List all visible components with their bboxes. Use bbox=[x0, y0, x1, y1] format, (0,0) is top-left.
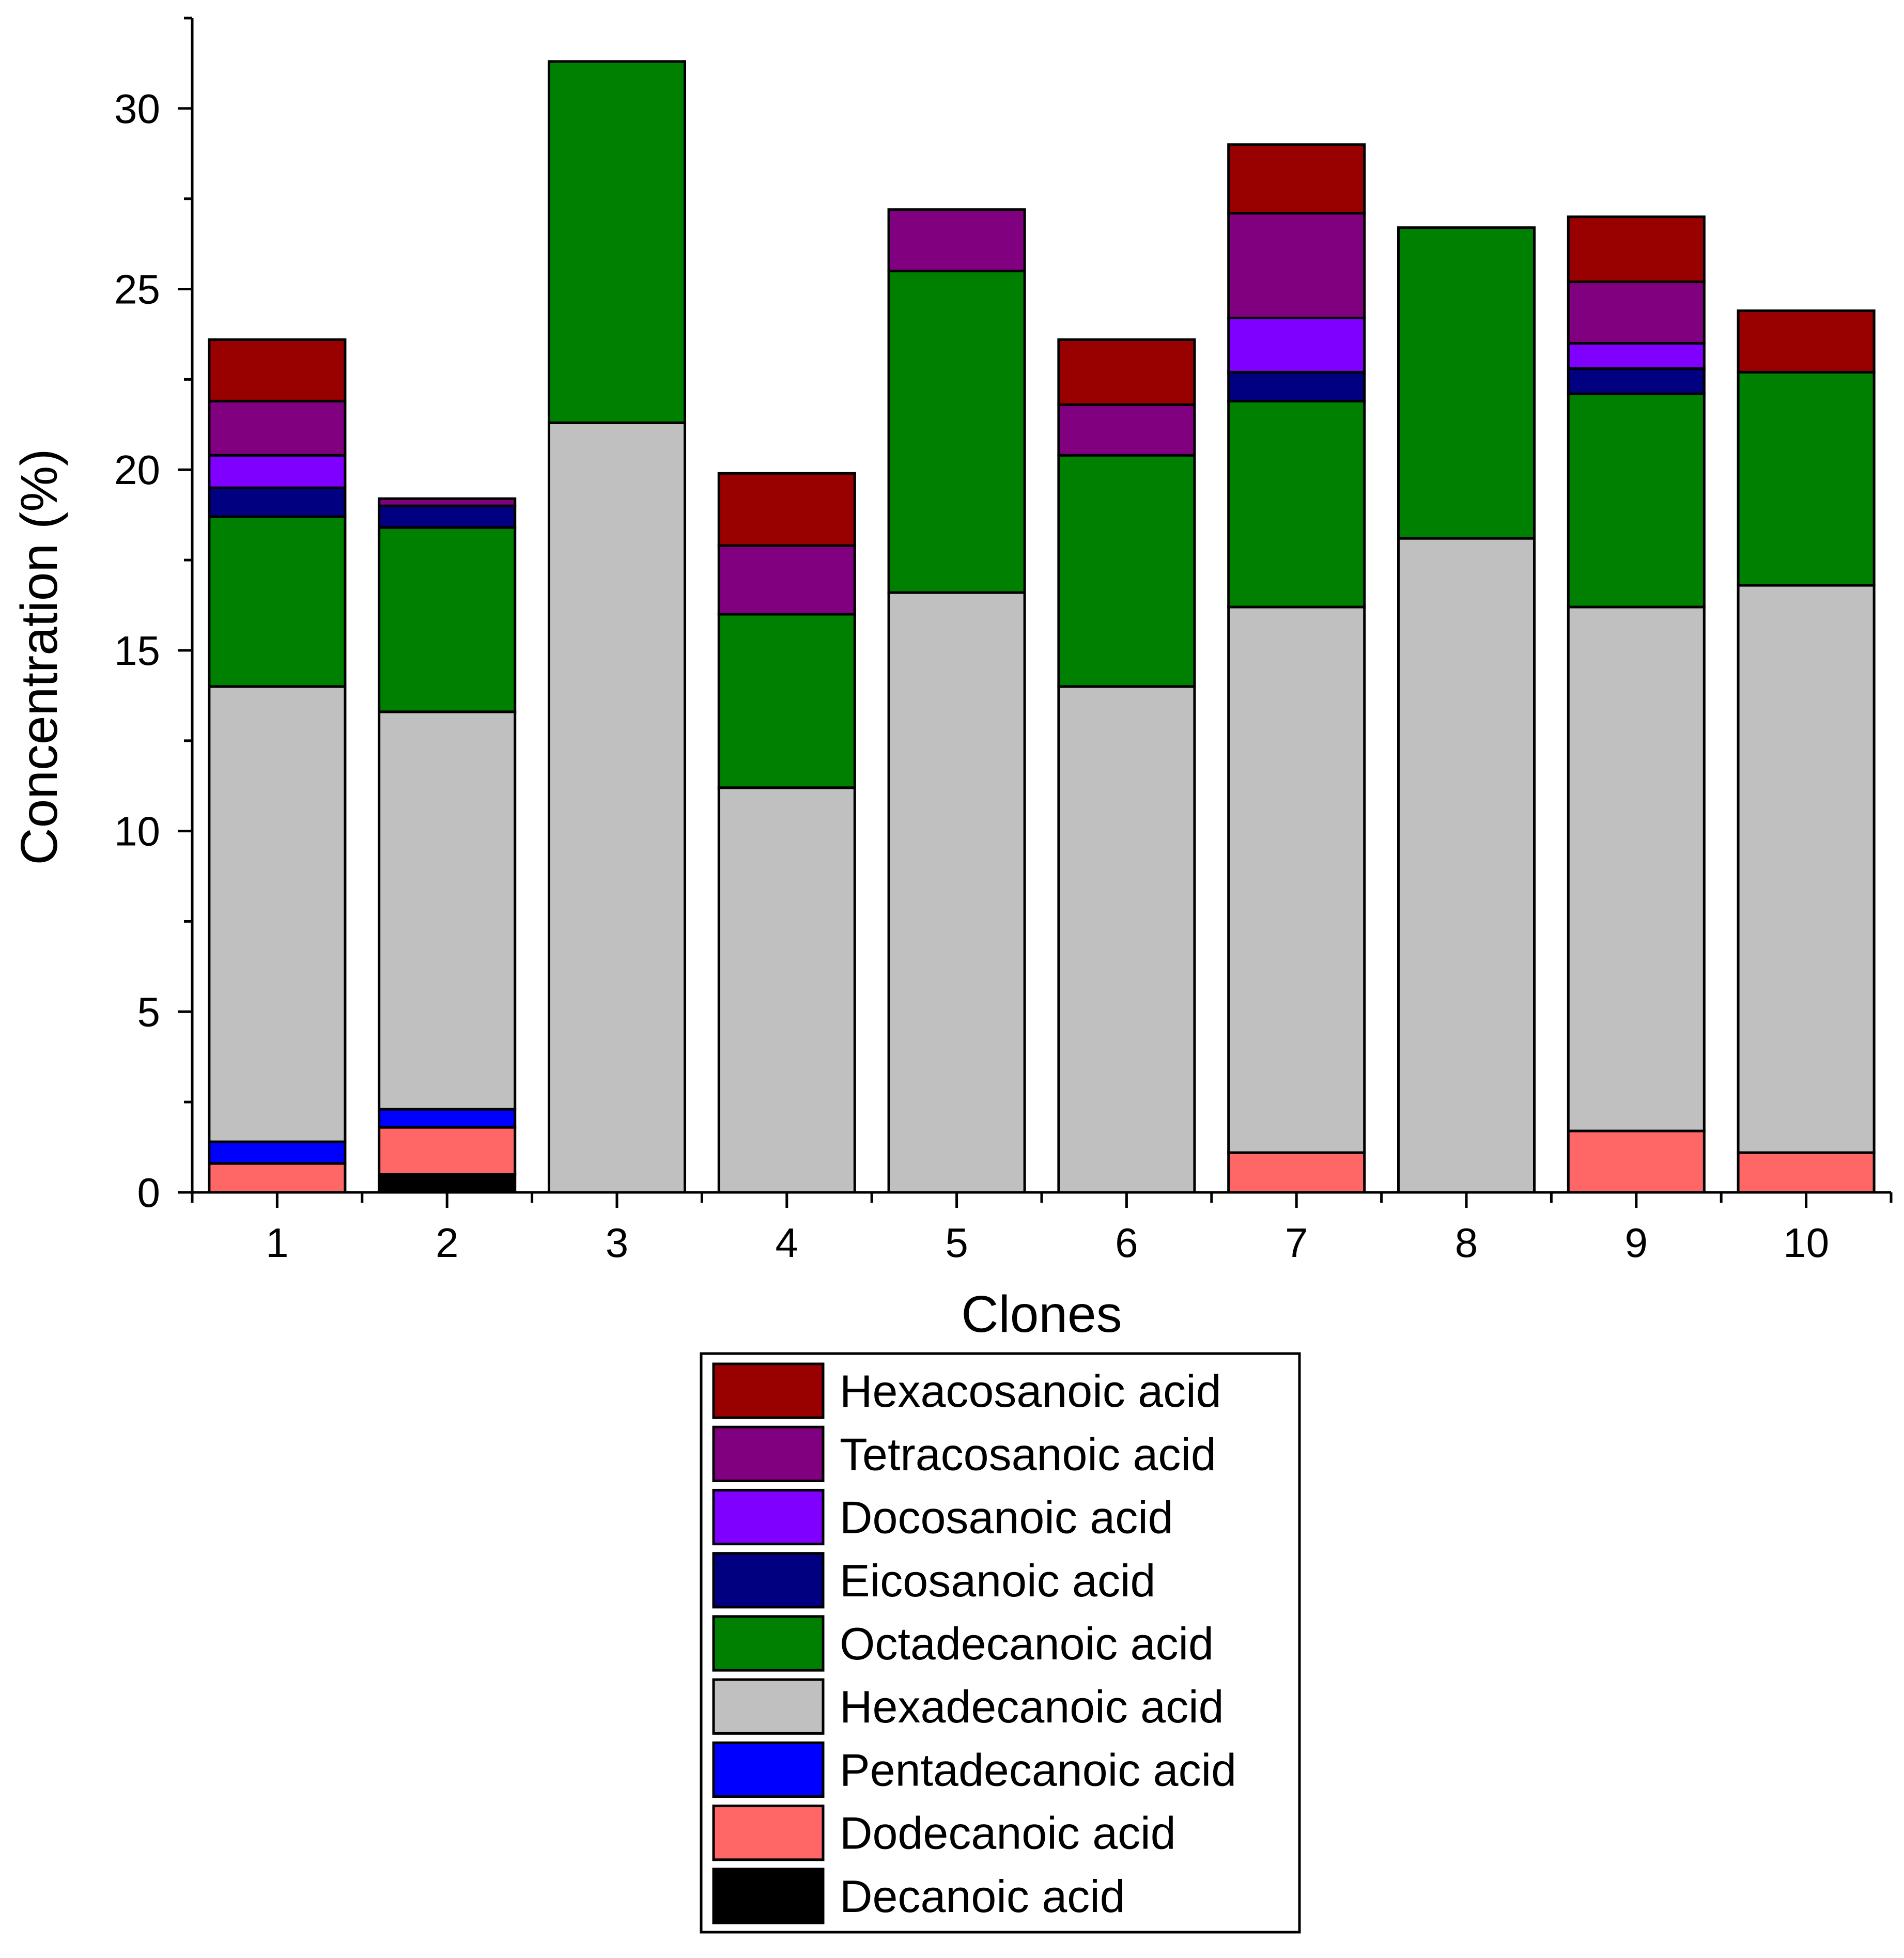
bar-segment-docosanoic-acid-clone-7 bbox=[1227, 316, 1366, 374]
x-tick-label: 8 bbox=[1455, 1220, 1478, 1266]
bar-segment-eicosanoic-acid-clone-1 bbox=[208, 486, 347, 518]
bar-segment-hexacosanoic-acid-clone-10 bbox=[1737, 309, 1876, 374]
x-tick-label: 7 bbox=[1285, 1220, 1308, 1266]
bar-segment-octadecanoic-acid-clone-2 bbox=[378, 526, 517, 713]
legend-swatch bbox=[712, 1552, 825, 1609]
bar-segment-eicosanoic-acid-clone-9 bbox=[1567, 367, 1706, 395]
bar-segment-octadecanoic-acid-clone-5 bbox=[887, 270, 1026, 594]
bar-segment-tetracosanoic-acid-clone-5 bbox=[887, 208, 1026, 273]
bar-segment-octadecanoic-acid-clone-8 bbox=[1397, 226, 1536, 540]
plot-area bbox=[208, 60, 1876, 1194]
x-tick-label: 3 bbox=[606, 1220, 629, 1266]
legend-label: Docosanoic acid bbox=[840, 1492, 1173, 1543]
bar-segment-hexacosanoic-acid-clone-9 bbox=[1567, 215, 1706, 284]
bar-segment-eicosanoic-acid-clone-2 bbox=[378, 504, 517, 529]
legend-swatch bbox=[712, 1805, 825, 1861]
bar-segment-dodecanoic-acid-clone-7 bbox=[1227, 1151, 1366, 1194]
bar-segment-octadecanoic-acid-clone-7 bbox=[1227, 399, 1366, 609]
bar-segment-hexadecanoic-acid-clone-8 bbox=[1397, 537, 1536, 1194]
x-tick-label: 4 bbox=[776, 1220, 799, 1266]
legend-swatch bbox=[712, 1741, 825, 1798]
legend: Hexacosanoic acid Tetracosanoic acid Docos… bbox=[700, 1352, 1301, 1934]
bar-segment-hexadecanoic-acid-clone-3 bbox=[547, 421, 687, 1194]
bar-segment-dodecanoic-acid-clone-1 bbox=[208, 1162, 347, 1194]
legend-label: Pentadecanoic acid bbox=[840, 1744, 1236, 1795]
legend-swatch bbox=[712, 1615, 825, 1672]
bar-segment-hexacosanoic-acid-clone-4 bbox=[717, 472, 856, 547]
bar-segment-octadecanoic-acid-clone-3 bbox=[547, 60, 687, 424]
x-tick-label: 5 bbox=[945, 1220, 968, 1266]
bar-segment-hexadecanoic-acid-clone-1 bbox=[208, 685, 347, 1143]
bar-segment-hexacosanoic-acid-clone-1 bbox=[208, 338, 347, 402]
legend-swatch bbox=[712, 1362, 825, 1419]
x-axis-ticks: 1 2 3 4 5 6 7 8 9 10 bbox=[191, 1192, 1893, 1266]
bar-segment-hexadecanoic-acid-clone-4 bbox=[717, 786, 856, 1194]
bar-segment-hexacosanoic-acid-clone-6 bbox=[1057, 338, 1196, 406]
bar-segment-octadecanoic-acid-clone-6 bbox=[1057, 454, 1196, 688]
x-tick-label: 10 bbox=[1783, 1220, 1829, 1266]
bar-segment-hexadecanoic-acid-clone-6 bbox=[1057, 685, 1196, 1194]
bar-segment-octadecanoic-acid-clone-1 bbox=[208, 515, 347, 688]
legend-label: Eicosanoic acid bbox=[840, 1555, 1155, 1606]
bar-segment-tetracosanoic-acid-clone-9 bbox=[1567, 281, 1706, 345]
y-axis-label: Concentration (%) bbox=[10, 449, 68, 865]
bar-segment-tetracosanoic-acid-clone-7 bbox=[1227, 212, 1366, 319]
bar-segment-octadecanoic-acid-clone-10 bbox=[1737, 370, 1876, 587]
y-tick-label: 5 bbox=[137, 989, 161, 1035]
legend-swatch bbox=[712, 1678, 825, 1735]
bar-segment-eicosanoic-acid-clone-7 bbox=[1227, 370, 1366, 402]
bar-segment-octadecanoic-acid-clone-9 bbox=[1567, 392, 1706, 609]
x-axis-label: Clones bbox=[961, 1285, 1122, 1343]
y-tick-label: 20 bbox=[114, 447, 160, 493]
legend-label: Tetracosanoic acid bbox=[840, 1428, 1216, 1480]
bar-segment-hexadecanoic-acid-clone-2 bbox=[378, 710, 517, 1111]
y-tick-label: 30 bbox=[114, 86, 160, 132]
bar-segment-tetracosanoic-acid-clone-1 bbox=[208, 399, 347, 457]
legend-swatch bbox=[712, 1425, 825, 1482]
bar-segment-hexadecanoic-acid-clone-7 bbox=[1227, 605, 1366, 1154]
y-tick-label: 25 bbox=[114, 267, 160, 313]
bar-segment-tetracosanoic-acid-clone-6 bbox=[1057, 403, 1196, 457]
legend-label: Decanoic acid bbox=[840, 1871, 1125, 1922]
bar-segment-docosanoic-acid-clone-9 bbox=[1567, 341, 1706, 370]
bar-segment-octadecanoic-acid-clone-4 bbox=[717, 613, 856, 789]
y-axis-ticks: 0 5 10 15 20 25 30 bbox=[114, 17, 192, 1216]
bar-segment-hexadecanoic-acid-clone-5 bbox=[887, 591, 1026, 1194]
legend-label: Hexadecanoic acid bbox=[840, 1681, 1224, 1732]
x-tick-label: 9 bbox=[1625, 1220, 1648, 1266]
bar-segment-docosanoic-acid-clone-1 bbox=[208, 454, 347, 489]
bar-segment-dodecanoic-acid-clone-9 bbox=[1567, 1129, 1706, 1194]
legend-swatch bbox=[712, 1868, 825, 1924]
legend-label: Dodecanoic acid bbox=[840, 1808, 1176, 1859]
bar-segment-dodecanoic-acid-clone-10 bbox=[1737, 1151, 1876, 1194]
bar-segment-dodecanoic-acid-clone-2 bbox=[378, 1126, 517, 1176]
bar-segment-tetracosanoic-acid-clone-4 bbox=[717, 544, 856, 616]
bar-segment-decanoic-acid-clone-2 bbox=[378, 1173, 517, 1194]
y-tick-label: 15 bbox=[114, 628, 160, 674]
y-tick-label: 10 bbox=[114, 809, 160, 854]
legend-swatch bbox=[712, 1488, 825, 1546]
bar-segment-pentadecanoic-acid-clone-1 bbox=[208, 1140, 347, 1165]
legend-label: Hexacosanoic acid bbox=[840, 1365, 1221, 1417]
x-tick-label: 2 bbox=[436, 1220, 459, 1266]
bar-segment-hexadecanoic-acid-clone-9 bbox=[1567, 605, 1706, 1132]
bar-segment-hexadecanoic-acid-clone-10 bbox=[1737, 584, 1876, 1154]
x-tick-label: 6 bbox=[1115, 1220, 1138, 1266]
axes: 0 5 10 15 20 25 30 1 2 3 4 5 6 7 8 9 10 bbox=[114, 17, 1893, 1266]
bar-segment-hexacosanoic-acid-clone-7 bbox=[1227, 143, 1366, 215]
legend-label: Octadecanoic acid bbox=[840, 1618, 1214, 1669]
bar-segment-tetracosanoic-acid-clone-2 bbox=[378, 497, 517, 507]
bar-segment-pentadecanoic-acid-clone-2 bbox=[378, 1108, 517, 1129]
x-tick-label: 1 bbox=[266, 1220, 289, 1266]
y-tick-label: 0 bbox=[137, 1170, 161, 1216]
